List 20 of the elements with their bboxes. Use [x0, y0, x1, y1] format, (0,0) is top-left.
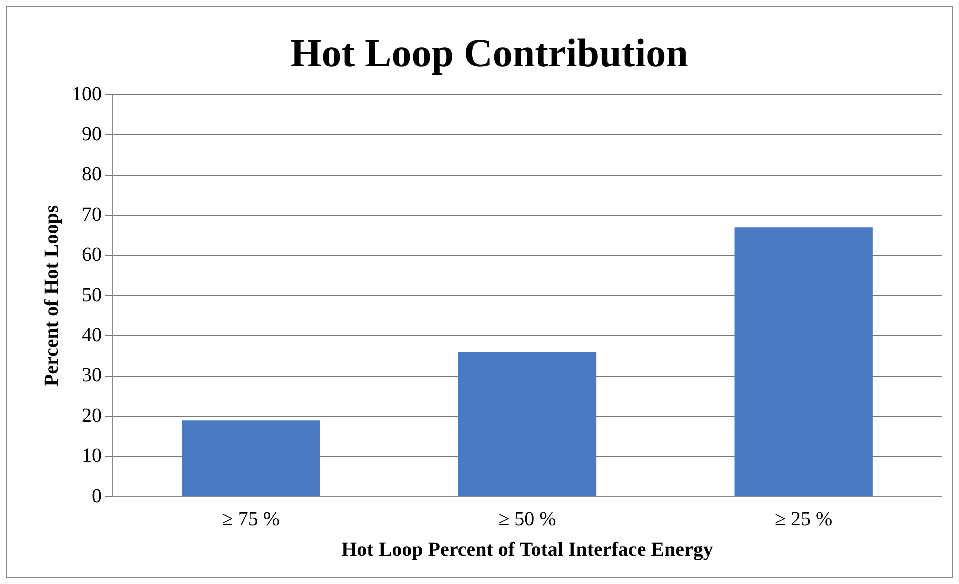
y-tick-label: 40	[82, 324, 102, 346]
y-axis-title: Percent of Hot Loops	[41, 205, 64, 387]
y-tick-label: 70	[82, 204, 102, 226]
y-tick-label: 60	[82, 244, 102, 266]
x-tick-label: ≥ 25 %	[775, 508, 833, 530]
y-tick-label: 10	[82, 445, 102, 468]
bar	[182, 420, 320, 496]
chart-title: Hot Loop Contribution	[290, 30, 688, 76]
y-tick-label: 100	[72, 83, 102, 106]
y-tick-label: 20	[82, 404, 102, 427]
y-tick-label: 0	[92, 485, 102, 508]
bar	[458, 352, 597, 496]
bar	[734, 228, 873, 496]
x-tick-label: ≥ 75 %	[222, 508, 280, 530]
y-tick-label: 50	[82, 284, 102, 306]
y-tick-label: 80	[82, 164, 102, 186]
y-tick-label: 90	[82, 123, 102, 146]
x-tick-label: ≥ 50 %	[498, 508, 556, 530]
y-tick-label: 30	[82, 364, 102, 387]
x-axis-title: Hot Loop Percent of Total Interface Energy	[342, 539, 714, 562]
